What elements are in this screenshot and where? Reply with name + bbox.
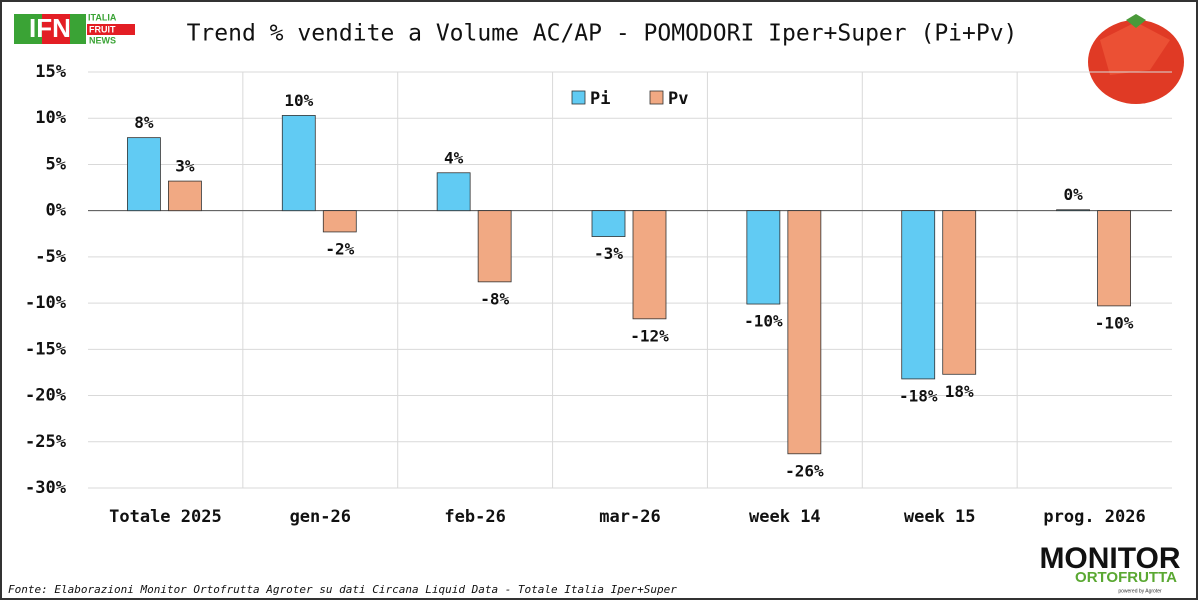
x-tick-label: week 14 — [749, 507, 821, 527]
bar — [632, 210, 667, 320]
bar — [1056, 209, 1090, 212]
value-label: -18% — [899, 386, 938, 405]
y-tick-label: -25% — [25, 432, 67, 452]
y-tick-label: -5% — [35, 247, 66, 267]
bar — [322, 210, 357, 233]
value-label: -12% — [630, 326, 669, 345]
value-label: 8% — [134, 113, 154, 132]
monitor-text: MONITOR — [1039, 542, 1180, 575]
x-tick-label: Totale 2025 — [109, 507, 222, 527]
powered-text: powered by Agroter — [1118, 588, 1162, 594]
ifn-sub: ITALIA — [88, 12, 117, 22]
tomato-icon — [1088, 14, 1184, 104]
value-label: 10% — [284, 91, 313, 110]
x-tick-label: feb-26 — [444, 507, 505, 527]
bar — [127, 137, 161, 212]
bar — [436, 172, 471, 212]
ifn-sub: FRUIT — [89, 24, 116, 34]
x-tick-label: prog. 2026 — [1043, 507, 1145, 527]
y-tick-label: -20% — [25, 386, 67, 406]
source-note: Fonte: Elaborazioni Monitor Ortofrutta A… — [8, 583, 677, 596]
bar — [591, 210, 626, 237]
legend-label: Pi — [590, 89, 610, 109]
y-tick-label: -10% — [25, 293, 67, 313]
x-tick-label: gen-26 — [290, 507, 351, 527]
ifn-text: IFN — [29, 13, 71, 43]
bar — [746, 210, 781, 305]
value-label: 18% — [945, 382, 974, 401]
legend-label: Pv — [668, 89, 688, 109]
x-tick-label: mar-26 — [599, 507, 660, 527]
value-label: -10% — [744, 312, 783, 331]
bar — [901, 210, 936, 380]
ifn-logo: IFN ITALIA FRUIT NEWS — [14, 12, 135, 45]
y-tick-label: -15% — [25, 339, 67, 359]
y-tick-label: 0% — [46, 201, 67, 221]
x-tick-label: week 15 — [904, 507, 976, 527]
value-label: -26% — [785, 461, 824, 480]
legend-swatch — [571, 90, 586, 105]
ortofrutta-text: ORTOFRUTTA — [1075, 569, 1177, 586]
value-label: 3% — [175, 157, 195, 176]
bar — [477, 210, 512, 283]
value-label: 4% — [444, 148, 464, 167]
chart-title: Trend % vendite a Volume AC/AP - POMODOR… — [187, 21, 1018, 47]
value-label: -3% — [594, 244, 623, 263]
value-label: -10% — [1095, 313, 1134, 332]
y-tick-label: -30% — [25, 478, 67, 498]
value-label: -8% — [480, 289, 509, 308]
bar — [787, 210, 822, 455]
legend-swatch — [649, 90, 664, 105]
bar — [168, 180, 202, 212]
y-tick-label: 5% — [46, 154, 67, 174]
ifn-sub: NEWS — [89, 35, 116, 45]
bar — [281, 115, 316, 212]
monitor-logo: MONITOR ORTOFRUTTA powered by Agroter — [1039, 542, 1180, 594]
bar — [1097, 210, 1131, 307]
value-label: -2% — [325, 239, 354, 258]
bar — [942, 210, 977, 375]
y-tick-label: 15% — [35, 62, 66, 82]
y-tick-label: 10% — [35, 108, 66, 128]
value-label: 0% — [1063, 185, 1083, 204]
